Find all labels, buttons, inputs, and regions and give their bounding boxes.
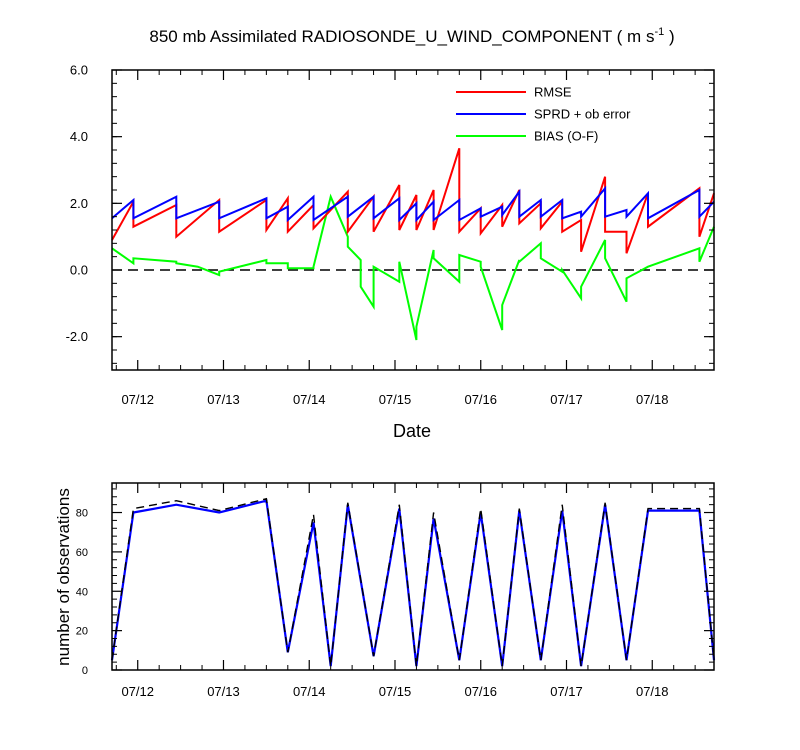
series-line-sprd-ob-error <box>111 185 715 223</box>
series-line-bias-o-f <box>111 193 715 341</box>
legend-entry: BIAS (O-F) <box>534 129 598 144</box>
x-tick-label: 07/13 <box>207 392 240 407</box>
x-tick-label: 07/17 <box>550 684 583 699</box>
y-tick-label: 0.0 <box>70 263 88 278</box>
top-chart-ticks: 07/12 07/13 07/14 07/15 07/16 07/17 07/18 6.0 4.… <box>66 63 714 407</box>
y-tick-label: 2.0 <box>70 196 88 211</box>
x-tick-label: 07/15 <box>379 684 412 699</box>
y-tick-label: -2.0 <box>66 329 88 344</box>
top-chart-frame <box>111 69 715 371</box>
chart-title-exponent: -1 <box>654 26 664 38</box>
y-tick-label: 0 <box>82 665 88 677</box>
y-tick-label: 6.0 <box>70 63 88 78</box>
x-tick-label: 07/14 <box>293 684 326 699</box>
chart-title-suffix: ) <box>664 27 674 46</box>
bottom-chart-plot-area <box>110 497 716 667</box>
x-tick-label: 07/16 <box>464 392 497 407</box>
x-tick-label: 07/16 <box>464 684 497 699</box>
legend: RMSE SPRD + ob error BIAS (O-F) <box>456 85 631 144</box>
x-axis-label: Date <box>393 421 431 441</box>
x-tick-label: 07/18 <box>636 684 669 699</box>
x-tick-label: 07/13 <box>207 684 240 699</box>
top-chart-plot-area <box>111 147 715 341</box>
y-axis-label-observations: number of observations <box>54 488 73 666</box>
bottom-chart-ticks: 07/12 07/13 07/14 07/15 07/16 07/17 07/18 80 60 4… <box>76 483 714 699</box>
y-tick-label: 20 <box>76 626 88 638</box>
chart-title: 850 mb Assimilated RADIOSONDE_U_WIND_COM… <box>149 26 674 46</box>
series-line-rmse <box>111 147 715 254</box>
x-tick-label: 07/12 <box>121 684 154 699</box>
observations-dashed-line <box>111 497 715 667</box>
x-tick-label: 07/15 <box>379 392 412 407</box>
y-tick-label: 60 <box>76 547 88 559</box>
bottom-chart: 07/12 07/13 07/14 07/15 07/16 07/17 07/18 80 60 4… <box>76 482 716 699</box>
bottom-chart-frame <box>111 482 715 671</box>
chart-title-main: 850 mb Assimilated RADIOSONDE_U_WIND_COM… <box>149 27 654 46</box>
x-tick-label: 07/12 <box>121 392 154 407</box>
x-tick-label: 07/18 <box>636 392 669 407</box>
legend-entry: RMSE <box>534 85 572 100</box>
y-tick-label: 80 <box>76 508 88 520</box>
y-tick-label: 4.0 <box>70 129 88 144</box>
legend-entry: SPRD + ob error <box>534 107 631 122</box>
x-tick-label: 07/14 <box>293 392 326 407</box>
x-tick-label: 07/17 <box>550 392 583 407</box>
y-tick-label: 40 <box>76 586 88 598</box>
top-chart: 07/12 07/13 07/14 07/15 07/16 07/17 07/18 6.0 4.… <box>66 63 715 407</box>
